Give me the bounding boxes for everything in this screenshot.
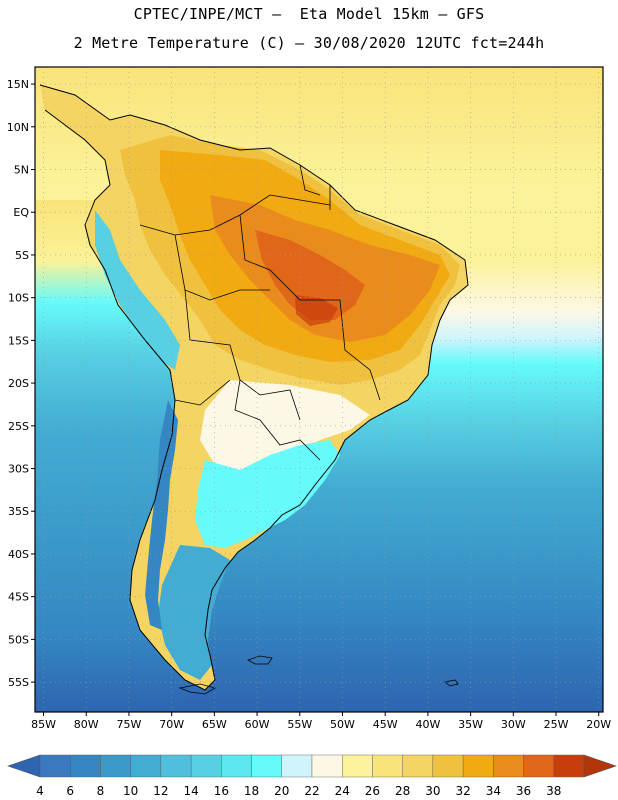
islands xyxy=(178,655,459,695)
colorbar-swatch xyxy=(311,754,343,778)
lon-tick-label: 60W xyxy=(245,718,270,731)
lat-tick-label: 45S xyxy=(8,591,29,604)
colorbar: 4 6 8 10 12 14 16 18 20 22 24 26 28 30 32 34 36 38 xyxy=(7,754,617,798)
lon-tick-label: 30W xyxy=(501,718,526,731)
colorbar-label: 12 xyxy=(153,784,168,798)
lon-tick-label: 55W xyxy=(287,718,312,731)
colorbar-swatch xyxy=(130,754,162,778)
andes-north-cold-field xyxy=(95,210,180,370)
patagonia-blue-field xyxy=(158,545,230,680)
colorbar-label: 18 xyxy=(244,784,259,798)
colorbar-swatch xyxy=(221,754,252,778)
colorbar-swatch xyxy=(70,754,101,778)
lon-tick-label: 45W xyxy=(373,718,398,731)
lat-tick-label: 15S xyxy=(8,334,29,347)
colorbar-swatch xyxy=(39,754,71,778)
colorbar-swatch xyxy=(281,754,313,778)
amazon-hottest-field xyxy=(255,230,365,320)
colorbar-swatch xyxy=(100,754,131,778)
colorbar-label: 34 xyxy=(486,784,501,798)
colorbar-swatch xyxy=(402,754,434,778)
lon-tick-label: 75W xyxy=(117,718,142,731)
lon-tick-label: 70W xyxy=(159,718,184,731)
coastline xyxy=(39,84,469,691)
lon-tick-label: 40W xyxy=(415,718,440,731)
lat-tick-label: 5S xyxy=(15,249,29,262)
colorbar-swatch xyxy=(342,754,373,778)
colorbar-label: 6 xyxy=(66,784,74,798)
chart-title-line-2: 2 Metre Temperature (C) – 30/08/2020 12U… xyxy=(73,34,545,52)
colorbar-label: 26 xyxy=(365,784,380,798)
colorbar-swatch xyxy=(493,754,524,778)
colorbar-label: 16 xyxy=(214,784,229,798)
amazon-peak-field xyxy=(295,295,338,326)
lat-tick-label: 20S xyxy=(8,377,29,390)
colorbar-swatch xyxy=(160,754,192,778)
pampas-cyan-field xyxy=(195,440,340,548)
lat-tick-label: 30S xyxy=(8,463,29,476)
colorbar-label: 24 xyxy=(335,784,350,798)
latitude-labels: 15N 10N 5N EQ 5S 10S 15S 20S 25S 30S 35S 40S 45S 50S 5… xyxy=(7,78,35,689)
lat-tick-label: EQ xyxy=(13,206,29,219)
lat-tick-label: 50S xyxy=(8,633,29,646)
lon-tick-label: 50W xyxy=(330,718,355,731)
chaco-pale-field xyxy=(200,380,370,480)
colorbar-label: 22 xyxy=(304,784,319,798)
colorbar-label: 8 xyxy=(97,784,105,798)
lon-tick-label: 65W xyxy=(202,718,227,731)
colorbar-label: 14 xyxy=(183,784,198,798)
colorbar-label: 28 xyxy=(395,784,410,798)
colorbar-high-arrow xyxy=(583,754,617,778)
lat-tick-label: 25S xyxy=(8,420,29,433)
lat-tick-label: 10S xyxy=(8,292,29,305)
map-fill-layer xyxy=(35,67,603,712)
colorbar-swatch xyxy=(523,754,554,778)
lat-tick-label: 55S xyxy=(8,676,29,689)
lat-tick-label: 5N xyxy=(14,164,29,177)
colorbar-label: 38 xyxy=(546,784,561,798)
lat-tick-label: 40S xyxy=(8,548,29,561)
lon-tick-label: 85W xyxy=(31,718,56,731)
colorbar-label: 36 xyxy=(516,784,531,798)
colorbar-label: 4 xyxy=(36,784,44,798)
colorbar-swatch xyxy=(251,754,282,778)
lat-tick-label: 15N xyxy=(7,78,29,91)
andes-cold-field xyxy=(145,400,178,630)
lon-tick-label: 35W xyxy=(458,718,483,731)
colorbar-swatch xyxy=(553,754,585,778)
colorbar-label: 30 xyxy=(425,784,440,798)
map-border xyxy=(34,66,604,713)
lon-tick-label: 80W xyxy=(74,718,99,731)
chart-title-line-1: CPTEC/INPE/MCT – Eta Model 15km – GFS xyxy=(133,5,485,23)
country-borders xyxy=(139,164,381,461)
lat-tick-label: 10N xyxy=(7,121,29,134)
colorbar-swatch xyxy=(462,754,494,778)
colorbar-swatch xyxy=(372,754,403,778)
lon-tick-label: 25W xyxy=(544,718,569,731)
colorbar-label: 20 xyxy=(274,784,289,798)
colorbar-swatch xyxy=(432,754,464,778)
colorbar-low-arrow xyxy=(7,754,41,778)
colorbar-label: 32 xyxy=(455,784,470,798)
colorbar-swatch xyxy=(190,754,222,778)
longitude-labels: 85W 80W 75W 70W 65W 60W 55W 50W 45W 40W 35W 30W 25W 2… xyxy=(31,712,611,731)
colorbar-label: 10 xyxy=(123,784,138,798)
lon-tick-label: 20W xyxy=(586,718,611,731)
lat-tick-label: 35S xyxy=(8,505,29,518)
